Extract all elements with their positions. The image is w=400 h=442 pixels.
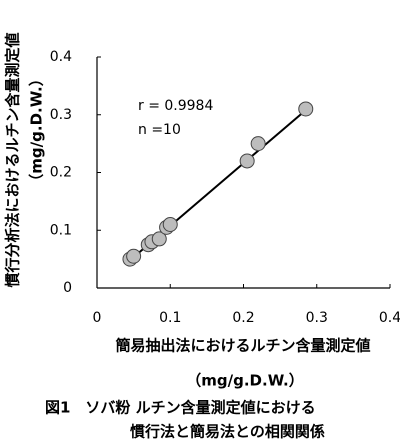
x-tick-label: 0.4 (379, 310, 400, 326)
point (151, 231, 167, 247)
caption: 図1 ソバ粉 ルチン含量測定値における (45, 399, 316, 417)
y-axis-label: 慣行分析法におけるルチン含量測定値 (4, 32, 22, 287)
point (162, 216, 178, 232)
x-tick-label: 0.3 (306, 310, 328, 326)
y-tick-label: 0 (63, 280, 72, 296)
x-tick-label: 0.1 (159, 310, 181, 326)
point (250, 136, 266, 152)
x-tick-label: 0 (93, 310, 102, 326)
annotation: n =10 (138, 122, 181, 138)
x-axis-label: 簡易抽出法におけるルチン含量測定値 (115, 337, 370, 355)
y-axis-unit: （mg/g.D.W.） (28, 71, 46, 188)
y-tick-label: 0.4 (50, 49, 72, 65)
x-tick-label: 0.2 (232, 310, 254, 326)
y-tick-label: 0.3 (50, 107, 72, 123)
caption: 慣行法と簡易法との相関関係 (130, 423, 325, 441)
y-tick-label: 0.1 (50, 222, 72, 238)
point (126, 248, 142, 264)
point (298, 101, 314, 117)
x-axis-unit: （mg/g.D.W.） (186, 372, 303, 390)
point (239, 153, 255, 169)
y-tick-label: 0.2 (50, 165, 72, 181)
annotation: r = 0.9984 (138, 98, 213, 114)
